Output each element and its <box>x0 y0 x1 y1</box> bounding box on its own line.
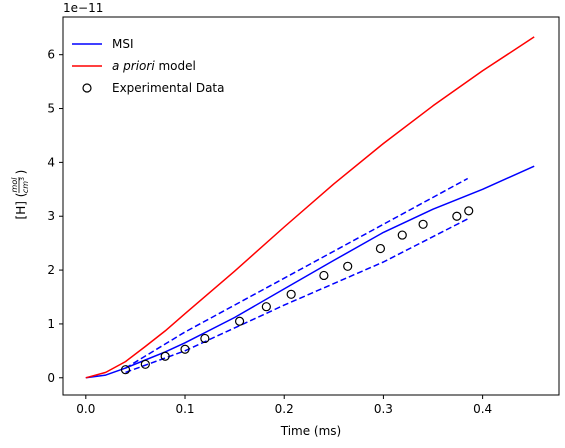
y-axis-label-num: mol <box>10 177 19 193</box>
y-axis-label-main: [H] <box>14 201 28 219</box>
markers-layer <box>120 206 474 375</box>
y-axis-label-den-exp: 3 <box>19 177 26 181</box>
x-tick-label: 0.3 <box>374 402 393 416</box>
y-axis-label-den: cm <box>21 181 30 193</box>
x-tick-label: 0.1 <box>175 402 194 416</box>
experimental-data-point <box>375 243 386 254</box>
y-tick-label: 6 <box>47 48 55 62</box>
series-layer <box>85 36 535 379</box>
experimental-data-point <box>418 219 428 229</box>
y-tick-label: 0 <box>47 371 55 385</box>
x-axis-label: Time (ms) <box>280 424 342 438</box>
experimental-data-point <box>397 230 407 240</box>
y-tick-label: 5 <box>47 102 55 116</box>
experimental-data-point <box>160 351 170 361</box>
legend-label: Experimental Data <box>112 81 225 95</box>
svg-text:[H] (: [H] ( <box>14 193 28 220</box>
experimental-data-point <box>286 289 296 299</box>
y-axis: 0 1 2 3 4 5 6 <box>47 48 63 385</box>
x-tick-label: 0.4 <box>473 402 492 416</box>
legend-label: MSI <box>112 37 134 51</box>
y-tick-label: 1 <box>47 317 55 331</box>
legend-label: a priori model <box>112 59 196 73</box>
legend: MSI a priori model Experimental Data <box>72 37 225 95</box>
y-tick-label: 2 <box>47 263 55 277</box>
y-axis-label-fraction: mol cm 3 <box>10 177 30 193</box>
plot-frame <box>62 16 560 396</box>
y-axis-label-spacer: ( <box>14 193 28 198</box>
x-tick-label: 0.0 <box>76 402 95 416</box>
experimental-data-point <box>180 344 190 354</box>
experimental-data-point <box>319 270 329 281</box>
experimental-data-point <box>140 359 150 369</box>
x-tick-label: 0.2 <box>275 402 294 416</box>
msi-uncertainty-bound-line-2 <box>125 177 469 369</box>
experimental-data-point <box>343 261 353 271</box>
experimental-data-point <box>452 211 462 221</box>
y-axis-label-close: ) <box>14 170 28 175</box>
offset-text: 1e−11 <box>63 1 103 15</box>
experimental-data-point <box>234 316 245 326</box>
plot-background <box>63 17 559 395</box>
y-tick-label: 4 <box>47 155 55 169</box>
legend-swatch-marker <box>82 83 92 93</box>
y-tick-label: 3 <box>47 209 55 223</box>
experimental-data-point <box>261 302 271 312</box>
experimental-data-point <box>464 206 474 216</box>
msi-uncertainty-bound-line-3 <box>125 218 469 374</box>
x-axis: 0.0 0.1 0.2 0.3 0.4 <box>76 395 492 416</box>
svg-text:): ) <box>14 170 28 175</box>
experimental-data-point <box>200 333 210 344</box>
experimental-data-point <box>120 365 131 375</box>
a-priori-model-line <box>85 36 535 379</box>
y-axis-label: [H] ( <box>14 193 28 220</box>
